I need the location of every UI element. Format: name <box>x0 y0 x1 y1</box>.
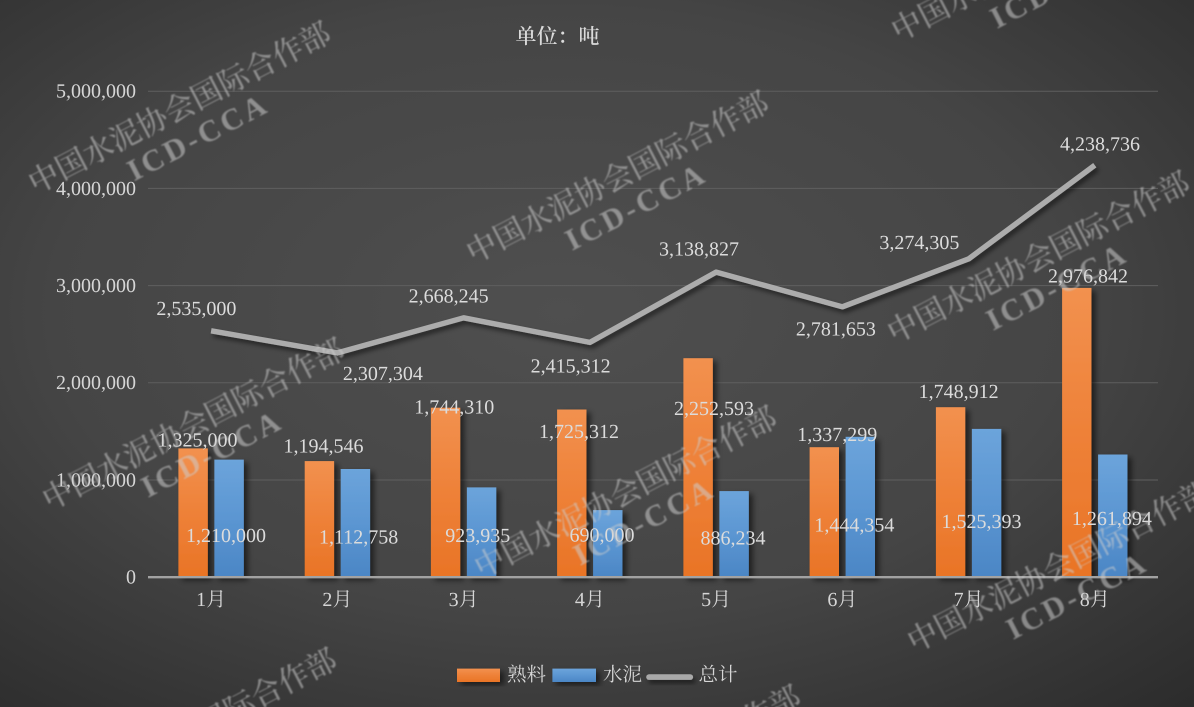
svg-text:1,725,312: 1,725,312 <box>539 421 619 443</box>
svg-text:0: 0 <box>126 567 136 589</box>
svg-text:923,935: 923,935 <box>445 525 510 547</box>
svg-text:2,781,653: 2,781,653 <box>796 318 876 340</box>
svg-text:2,976,842: 2,976,842 <box>1048 266 1128 288</box>
svg-text:5,000,000: 5,000,000 <box>56 81 136 103</box>
svg-text:5: 5 <box>701 589 711 611</box>
svg-text:6: 6 <box>827 589 837 611</box>
svg-text:4: 4 <box>575 589 585 611</box>
svg-text:1,525,393: 1,525,393 <box>942 511 1022 533</box>
svg-text:1,744,310: 1,744,310 <box>414 397 494 419</box>
svg-text:1,210,000: 1,210,000 <box>186 525 266 547</box>
svg-text:8: 8 <box>1080 589 1090 611</box>
svg-text:2,668,245: 2,668,245 <box>409 286 489 308</box>
svg-text:3,138,827: 3,138,827 <box>659 239 739 261</box>
svg-text:2,307,304: 2,307,304 <box>343 363 423 385</box>
svg-text:7: 7 <box>954 589 964 611</box>
svg-text:2: 2 <box>322 589 332 611</box>
svg-text:3: 3 <box>449 589 459 611</box>
svg-text:2,252,593: 2,252,593 <box>674 398 754 420</box>
svg-text:1,337,299: 1,337,299 <box>797 424 877 446</box>
svg-text:1,112,758: 1,112,758 <box>319 527 398 549</box>
svg-text:1,748,912: 1,748,912 <box>919 381 999 403</box>
svg-text:886,234: 886,234 <box>701 528 766 550</box>
svg-text:1: 1 <box>196 589 206 611</box>
svg-text:1,194,546: 1,194,546 <box>284 436 364 458</box>
svg-text:2,000,000: 2,000,000 <box>56 372 136 394</box>
svg-text:3,274,305: 3,274,305 <box>879 232 959 254</box>
svg-text:4,238,736: 4,238,736 <box>1060 134 1140 156</box>
svg-text:4,000,000: 4,000,000 <box>56 178 136 200</box>
svg-text:1,444,354: 1,444,354 <box>814 514 894 536</box>
svg-text:3,000,000: 3,000,000 <box>56 275 136 297</box>
svg-text:690,000: 690,000 <box>570 525 635 547</box>
svg-text:2,535,000: 2,535,000 <box>156 298 236 320</box>
svg-text:2,415,312: 2,415,312 <box>531 356 611 378</box>
